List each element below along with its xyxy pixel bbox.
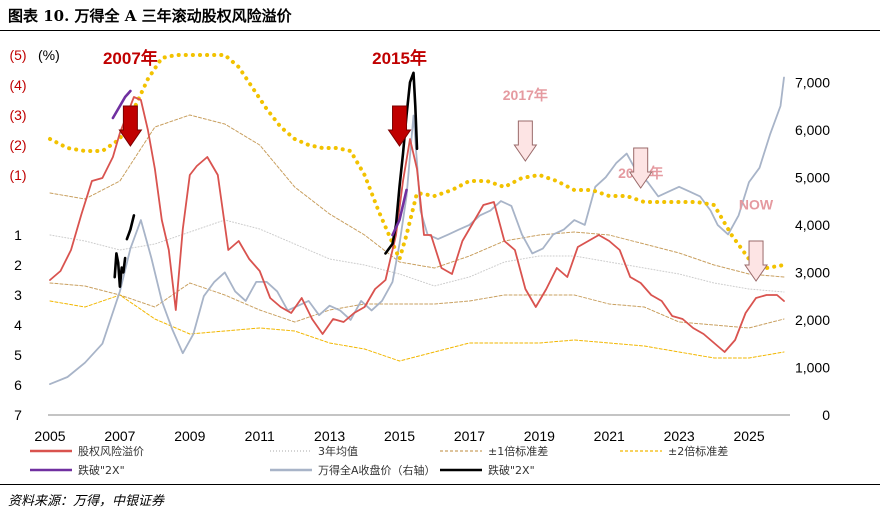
annotation-label: NOW bbox=[739, 197, 774, 213]
left-axis-tick-label: (4) bbox=[9, 77, 26, 93]
series-line-segment bbox=[125, 214, 136, 241]
legend-label: ±1倍标准差 bbox=[488, 444, 548, 458]
left-axis-tick-label: 4 bbox=[14, 317, 22, 333]
annotation-layer: 2007年2015年2017年2021年NOW bbox=[103, 48, 774, 282]
right-axis-tick-label: 4,000 bbox=[795, 217, 830, 233]
legend-label: ±2倍标准差 bbox=[668, 444, 728, 458]
series-line bbox=[49, 219, 785, 293]
legend-label: 万得全A收盘价（右轴） bbox=[318, 463, 436, 477]
series-line bbox=[49, 114, 785, 278]
x-axis-tick-label: 2025 bbox=[733, 428, 764, 444]
right-axis-tick-label: 6,000 bbox=[795, 122, 830, 138]
left-axis-tick-label: (3) bbox=[9, 107, 26, 123]
series-line bbox=[48, 53, 786, 270]
series-line bbox=[49, 96, 785, 353]
axis-labels: (5) (4) (3) (2) (1) 1 2 3 4 5 6 7 (%) 0 1,000 2,000 3,00… bbox=[9, 47, 830, 444]
left-axis-tick-label: 6 bbox=[14, 377, 22, 393]
right-axis-tick-label: 7,000 bbox=[795, 74, 830, 90]
right-axis-tick-label: 3,000 bbox=[795, 264, 830, 280]
legend-label: 跌破"2X" bbox=[488, 463, 535, 477]
left-axis-tick-label: 2 bbox=[14, 257, 22, 273]
annotation-arrow bbox=[387, 105, 412, 147]
annotation-label: 2007年 bbox=[103, 48, 158, 68]
series-line bbox=[49, 282, 785, 329]
left-axis-tick-label: (1) bbox=[9, 167, 26, 183]
annotation-arrow bbox=[513, 120, 538, 162]
x-axis-tick-label: 2019 bbox=[524, 428, 555, 444]
right-axis-tick-label: 2,000 bbox=[795, 312, 830, 328]
left-axis-tick-label: 7 bbox=[14, 407, 22, 423]
left-axis-tick-label: (2) bbox=[9, 137, 26, 153]
left-axis-tick-label: 1 bbox=[14, 227, 22, 243]
series-line-segment bbox=[111, 89, 132, 120]
left-axis-unit-label: (%) bbox=[38, 47, 60, 63]
x-axis-tick-label: 2005 bbox=[34, 428, 65, 444]
x-axis-tick-label: 2013 bbox=[314, 428, 345, 444]
legend-label: 3年均值 bbox=[318, 444, 358, 458]
annotation-arrow bbox=[744, 240, 768, 282]
x-axis-tick-label: 2011 bbox=[245, 428, 275, 444]
source-note: 资料来源：万得，中银证券 bbox=[8, 494, 165, 509]
x-axis-tick-label: 2015 bbox=[384, 428, 415, 444]
series-line-segment bbox=[113, 252, 127, 288]
annotation-label: 2015年 bbox=[372, 48, 427, 68]
x-axis-tick-label: 2017 bbox=[454, 428, 485, 444]
annotation-arrow bbox=[628, 147, 653, 189]
series-line-segment bbox=[391, 188, 408, 237]
left-axis-tick-label: (5) bbox=[9, 47, 26, 63]
figure-title: 图表 10. 万得全 A 三年滚动股权风险溢价 bbox=[8, 7, 292, 25]
x-axis-tick-label: 2009 bbox=[174, 428, 205, 444]
x-axis-tick-label: 2021 bbox=[594, 428, 625, 444]
x-axis-tick-label: 2007 bbox=[104, 428, 135, 444]
left-axis-tick-label: 5 bbox=[14, 347, 22, 363]
series-line-segment bbox=[384, 71, 419, 255]
legend-label: 股权风险溢价 bbox=[78, 444, 144, 458]
legend-label: 跌破"2X" bbox=[78, 463, 125, 477]
series-line bbox=[49, 294, 785, 362]
annotation-label: 2017年 bbox=[503, 87, 548, 103]
title-rule bbox=[0, 30, 880, 31]
left-axis-tick-label: 3 bbox=[14, 287, 22, 303]
series-layer bbox=[48, 53, 786, 385]
annotation-arrow bbox=[118, 105, 143, 147]
x-axis-tick-label: 2023 bbox=[664, 428, 695, 444]
source-rule bbox=[0, 484, 880, 485]
right-axis-tick-label: 5,000 bbox=[795, 169, 830, 185]
right-axis-tick-label: 0 bbox=[822, 407, 830, 423]
right-axis-tick-label: 1,000 bbox=[795, 359, 830, 375]
chart-area: (5) (4) (3) (2) (1) 1 2 3 4 5 6 7 (%) 0 1,000 2,000 3,00… bbox=[9, 47, 830, 477]
